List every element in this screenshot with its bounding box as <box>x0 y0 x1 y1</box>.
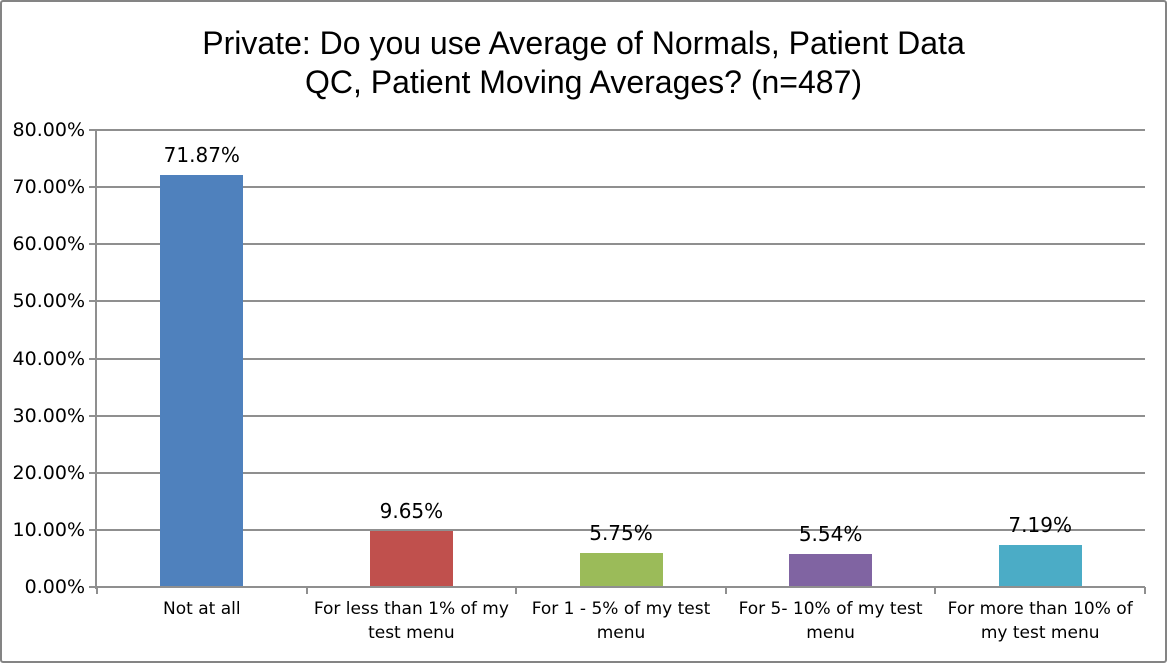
bar-data-label-3: 5.75% <box>589 521 653 545</box>
gridline-80pct <box>97 129 1145 131</box>
y-axis-tick <box>89 471 97 474</box>
y-axis-tick <box>89 586 97 588</box>
x-axis-category-label-1: Not at all <box>163 599 241 619</box>
y-axis-label: 60.00% <box>12 233 85 256</box>
x-axis-tick <box>515 587 518 594</box>
chart-title: Private: Do you use Average of Normals, … <box>2 24 1165 102</box>
chart-title-line2: QC, Patient Moving Averages? (n=487) <box>304 64 863 100</box>
x-axis-category-label-4: For 5- 10% of my test menu <box>738 599 923 643</box>
y-axis-tick <box>89 414 97 417</box>
y-axis-tick <box>89 357 97 360</box>
x-axis-category-label-3: For 1 - 5% of my test menu <box>531 599 711 643</box>
x-axis-tick <box>1144 587 1146 594</box>
y-axis-label: 10.00% <box>12 518 85 541</box>
x-axis-tick <box>305 587 308 594</box>
x-axis-tick <box>96 587 98 594</box>
y-axis-label: 0.00% <box>24 576 85 598</box>
bar-data-label-4: 5.54% <box>798 522 863 546</box>
gridline-70pct <box>97 186 1145 189</box>
gridline-10pct <box>97 528 1145 531</box>
y-axis-label: 30.00% <box>12 404 85 427</box>
y-axis-label: 40.00% <box>12 347 85 370</box>
gridline-60pct <box>97 243 1145 246</box>
y-axis-tick <box>89 243 97 246</box>
chart-title-line1: Private: Do you use Average of Normals, … <box>202 25 965 61</box>
y-axis-tick <box>89 528 97 531</box>
bar-data-label-2: 9.65% <box>379 499 444 523</box>
bar-data-label-1: 71.87% <box>163 143 240 167</box>
bar-data-label-5: 7.19% <box>1008 513 1072 537</box>
bar-3 <box>579 553 663 586</box>
bar-1 <box>160 175 244 586</box>
y-axis-label: 20.00% <box>12 461 85 484</box>
x-axis-tick <box>934 587 937 594</box>
bar-2 <box>369 531 453 586</box>
x-axis-tick <box>724 587 727 594</box>
gridline-30pct <box>97 414 1145 417</box>
y-axis-label: 70.00% <box>12 176 85 199</box>
y-axis-tick <box>89 186 97 189</box>
y-axis-label: 80.00% <box>12 119 85 141</box>
y-axis-label: 50.00% <box>12 290 85 313</box>
bar-5 <box>998 545 1082 586</box>
y-axis-line <box>95 130 97 589</box>
bar-4 <box>789 554 873 586</box>
y-axis-tick <box>89 129 97 131</box>
y-axis-tick <box>89 300 97 303</box>
x-axis-category-label-2: For less than 1% of my test menu <box>313 599 509 643</box>
gridline-40pct <box>97 357 1145 360</box>
gridline-20pct <box>97 471 1145 474</box>
gridline-50pct <box>97 300 1145 303</box>
x-axis-line <box>95 586 1145 588</box>
x-axis-category-label-5: For more than 10% of my test menu <box>947 599 1133 643</box>
